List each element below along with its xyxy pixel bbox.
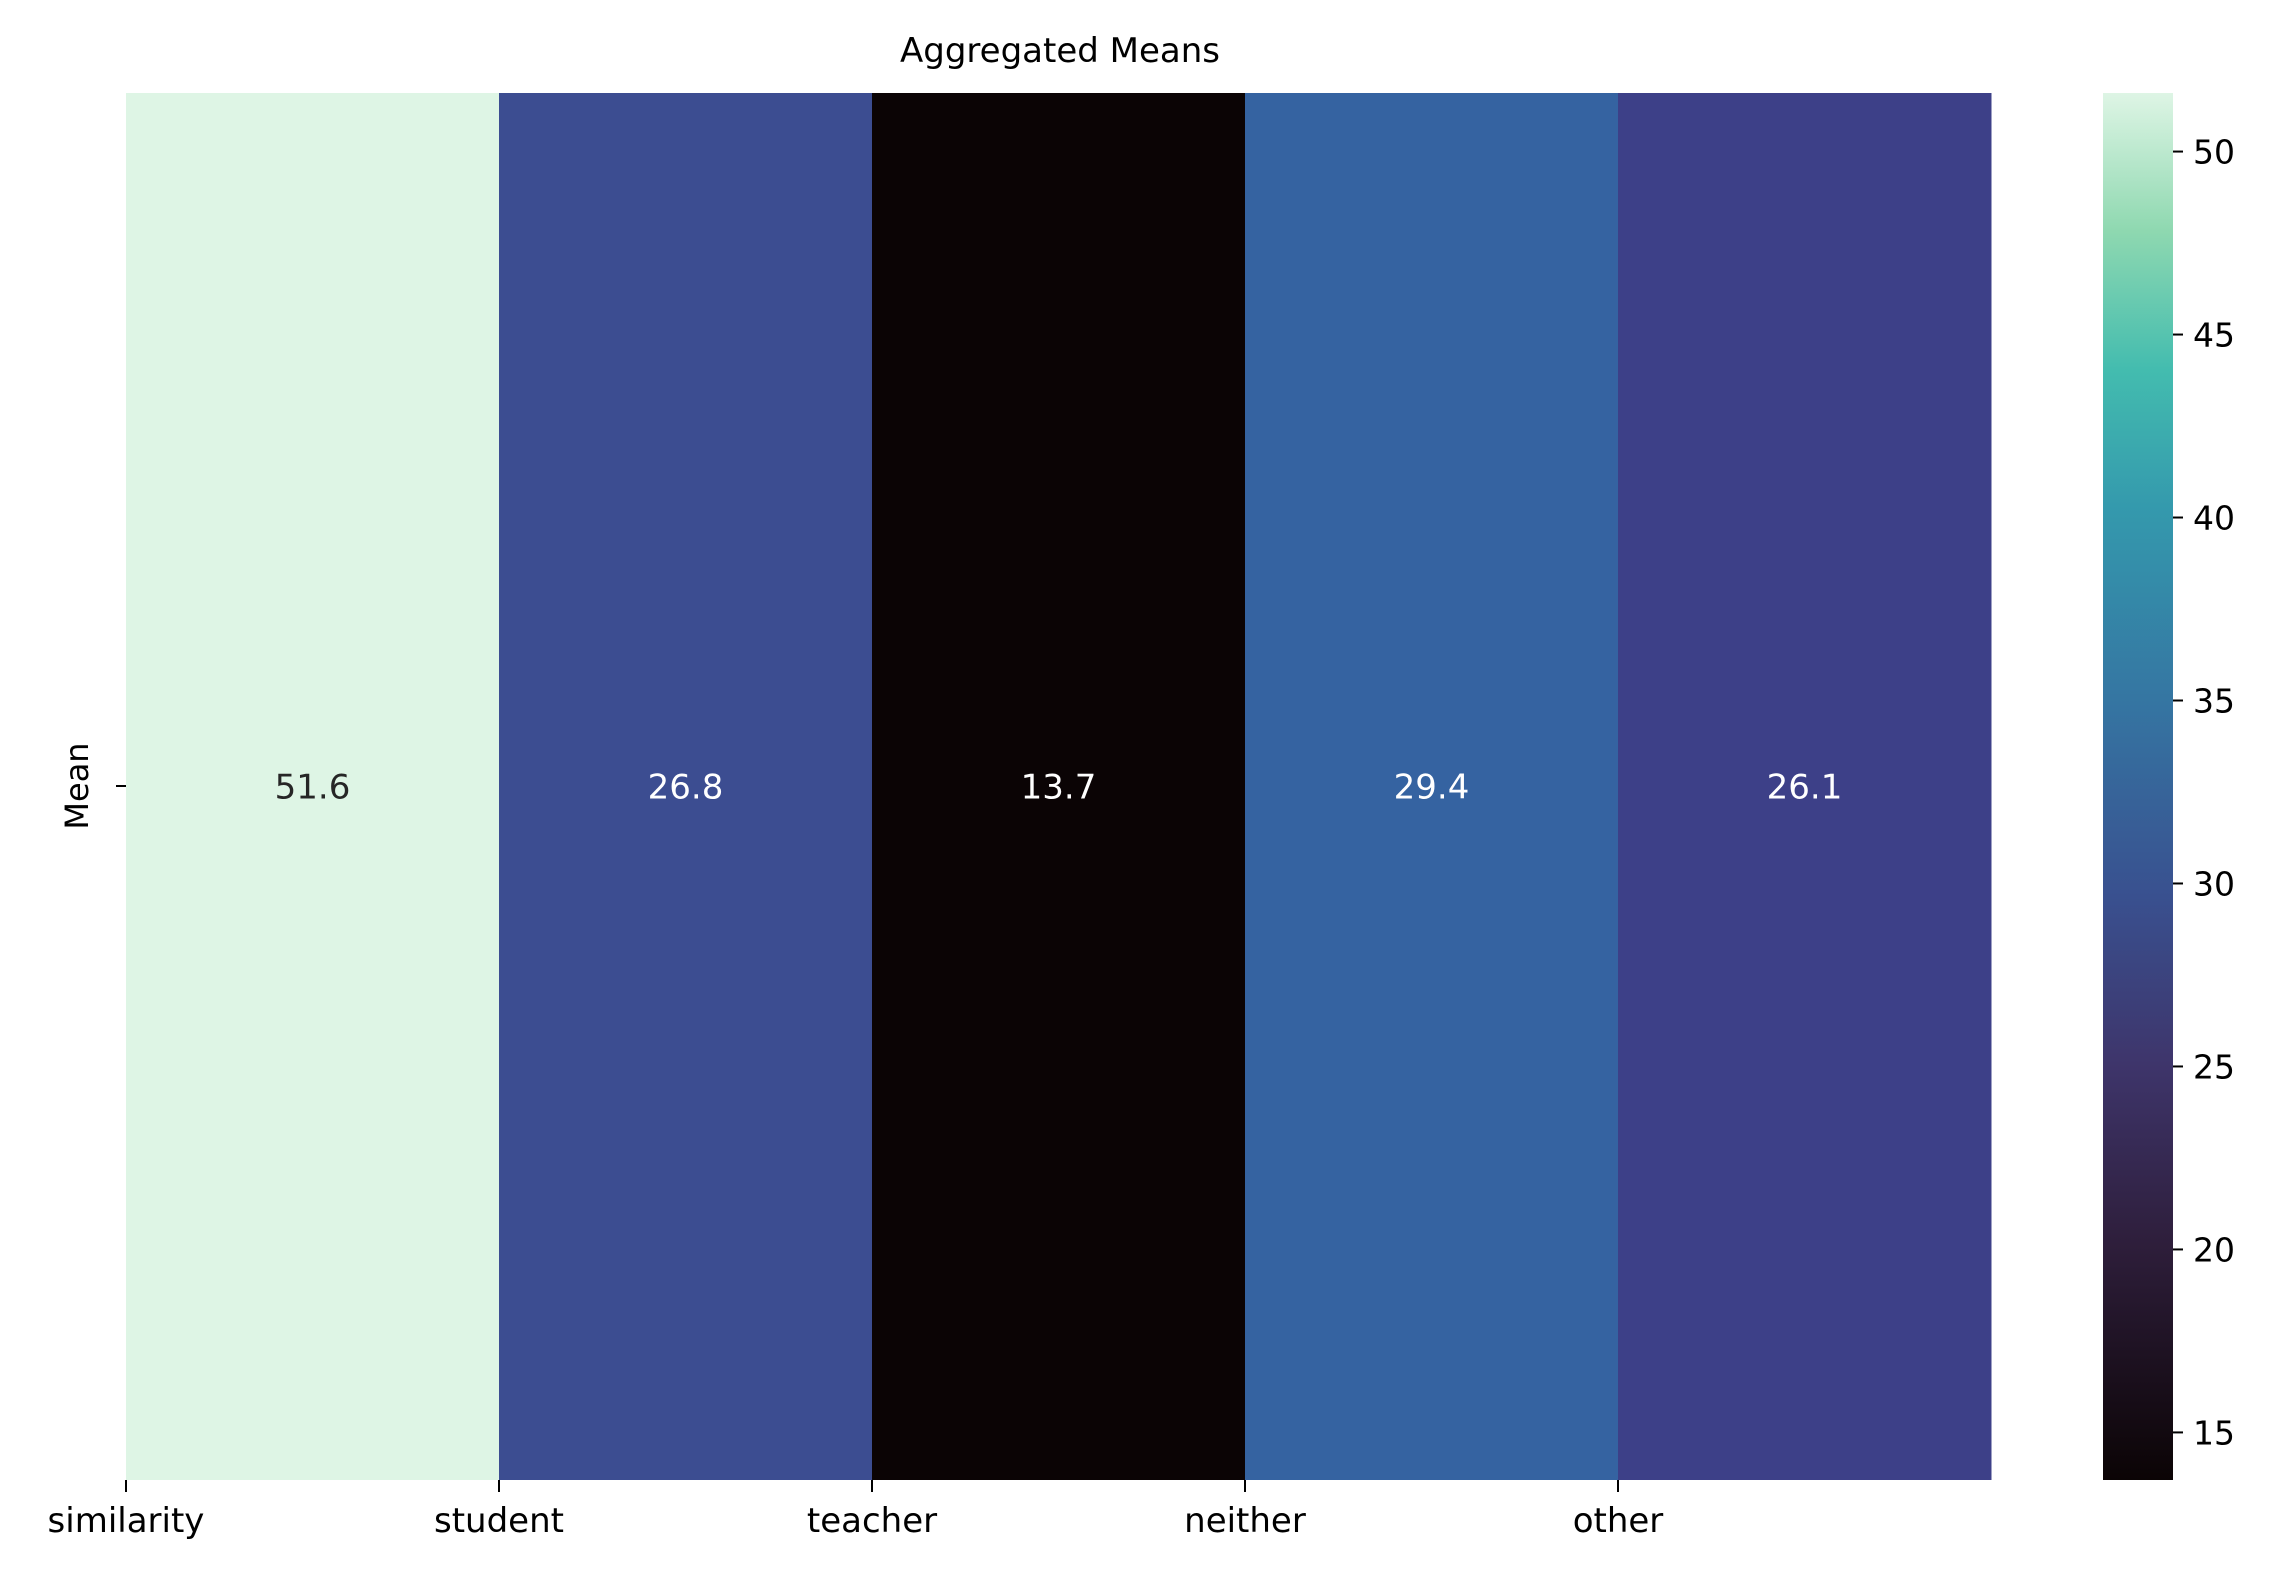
- heatmap-cell-other: [1618, 93, 1992, 1480]
- colorbar-gradient: [2103, 93, 2173, 1480]
- colorbar-tick-label: 45: [2193, 316, 2235, 355]
- chart-title: Aggregated Means: [900, 31, 1220, 71]
- cell-value-neither: 29.4: [1394, 768, 1470, 808]
- colorbar-tick-label: 25: [2193, 1047, 2235, 1086]
- cell-value-other: 26.1: [1767, 768, 1843, 808]
- x-tick-label-student: student: [434, 1501, 564, 1541]
- colorbar-tick-label: 15: [2193, 1413, 2235, 1452]
- colorbar-tick-label: 50: [2193, 133, 2235, 172]
- heatmap-cell-similarity: [126, 93, 500, 1480]
- x-tick-label-similarity: similarity: [48, 1501, 205, 1541]
- colorbar-tick-label: 20: [2193, 1230, 2235, 1269]
- colorbar: 15 20 25 30 35 40 45 50: [2103, 93, 2235, 1480]
- colorbar-tick-label: 35: [2193, 681, 2235, 720]
- x-axis: similarity student teacher neither other: [48, 1480, 1664, 1541]
- y-axis: Mean: [58, 742, 126, 830]
- cell-value-similarity: 51.6: [275, 768, 351, 808]
- heatmap-cell-teacher: [872, 93, 1246, 1480]
- cell-value-student: 26.8: [648, 768, 724, 808]
- heatmap-cell-neither: [1245, 93, 1619, 1480]
- colorbar-tick-label: 40: [2193, 499, 2235, 538]
- cell-annotations: 51.6 26.8 13.7 29.4 26.1: [275, 768, 1843, 808]
- heatmap-cells: [126, 93, 1992, 1480]
- x-tick-label-neither: neither: [1184, 1501, 1306, 1541]
- colorbar-tick-label: 30: [2193, 864, 2235, 903]
- cell-value-teacher: 13.7: [1021, 768, 1097, 808]
- heatmap-cell-student: [499, 93, 873, 1480]
- x-tick-label-other: other: [1573, 1501, 1664, 1541]
- x-tick-label-teacher: teacher: [807, 1501, 937, 1541]
- y-tick-label: Mean: [58, 742, 96, 829]
